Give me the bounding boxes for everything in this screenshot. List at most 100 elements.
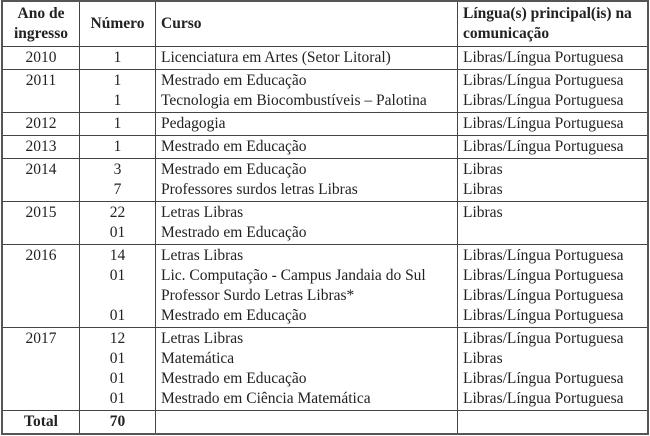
cell-curso: Letras Libras Lic. Computação - Campus Ja…	[155, 244, 458, 328]
cell-lingua: Libras/Língua Portuguesa Libras/Língua Po…	[457, 244, 649, 328]
cell-lingua: Libras/Língua Portuguesa Libras Libras/Lín…	[457, 327, 649, 411]
header-lingua: Língua(s) principal(is) na comunicação	[457, 0, 649, 47]
header-row: Ano de ingresso Número Curso Língua(s) p…	[1, 0, 649, 47]
curso-line: Letras Libras	[161, 204, 244, 221]
total-empty-lingua	[457, 410, 649, 435]
curso-line: Mestrado em Educação	[161, 307, 307, 324]
cell-ano: 2017	[1, 327, 80, 411]
numero-line: 1	[113, 72, 122, 89]
table-row: 2016 14 01 01 Letras Libras Lic. Computação -…	[1, 244, 649, 328]
curso-line: Licenciatura em Artes (Setor Litoral)	[161, 49, 391, 66]
cell-curso: Letras Libras Matemática Mestrado em Educa…	[155, 327, 458, 411]
cell-lingua: Libras/Língua Portuguesa	[457, 112, 649, 136]
total-row: Total 70	[1, 410, 649, 435]
cell-ano: 2014	[1, 158, 80, 202]
cell-lingua: Libras	[457, 201, 649, 245]
cell-numero: 14 01 01	[79, 244, 156, 328]
curso-line: Mestrado em Educação	[161, 370, 307, 387]
table-row: 2014 3 7 Mestrado em Educação Professores su…	[1, 158, 649, 202]
total-label: Total	[1, 410, 80, 435]
numero-line: 01	[109, 390, 126, 407]
numero-line: 1	[113, 138, 122, 155]
cell-ano: 2010	[1, 46, 80, 70]
curso-line: Professor Surdo Letras Libras*	[161, 287, 355, 304]
lingua-line: Libras/Língua Portuguesa	[463, 72, 624, 89]
numero-line: 1	[113, 49, 122, 66]
curso-line: Lic. Computação - Campus Jandaia do Sul	[161, 267, 426, 284]
header-numero: Número	[79, 0, 156, 47]
lingua-line: Libras	[463, 181, 503, 198]
lingua-line: Libras/Língua Portuguesa	[463, 92, 624, 109]
lingua-line: Libras	[463, 350, 503, 367]
curso-line: Letras Libras	[161, 247, 244, 264]
table-row: 2010 1 Licenciatura em Artes (Setor Litora…	[1, 46, 649, 70]
cell-numero: 1	[79, 112, 156, 136]
lingua-line: Libras/Língua Portuguesa	[463, 267, 624, 284]
curso-line: Pedagogia	[161, 115, 226, 132]
lingua-line	[463, 223, 642, 243]
curso-line: Mestrado em Educação	[161, 224, 307, 241]
lingua-line: Libras	[463, 161, 503, 178]
curso-line: Mestrado em Educação	[161, 138, 307, 155]
header-curso: Curso	[155, 0, 458, 47]
total-value: 70	[79, 410, 156, 435]
cell-curso: Pedagogia	[155, 112, 458, 136]
cell-curso: Mestrado em Educação Professores surdos l…	[155, 158, 458, 202]
table-body: 2010 1 Licenciatura em Artes (Setor Litora…	[1, 46, 649, 411]
table-row: 2013 1 Mestrado em Educação Libras/Língua P…	[1, 135, 649, 159]
numero-line: 14	[109, 247, 126, 264]
cell-numero: 22 01	[79, 201, 156, 245]
cell-numero: 12 01 01 01	[79, 327, 156, 411]
cell-lingua: Libras Libras	[457, 158, 649, 202]
lingua-line: Libras/Língua Portuguesa	[463, 49, 624, 66]
numero-line: 7	[113, 181, 122, 198]
lingua-line: Libras/Língua Portuguesa	[463, 330, 624, 347]
cell-lingua: Libras/Língua Portuguesa	[457, 135, 649, 159]
cell-curso: Licenciatura em Artes (Setor Litoral)	[155, 46, 458, 70]
lingua-line: Libras/Língua Portuguesa	[463, 370, 624, 387]
numero-line: 01	[109, 350, 126, 367]
cell-numero: 1	[79, 135, 156, 159]
cell-curso: Mestrado em Educação	[155, 135, 458, 159]
numero-line: 01	[109, 224, 126, 241]
cell-ano: 2012	[1, 112, 80, 136]
cell-lingua: Libras/Língua Portuguesa Libras/Língua Po…	[457, 69, 649, 113]
table-row: 2011 1 1 Mestrado em Educação Tecnologia em …	[1, 69, 649, 113]
numero-line: 01	[109, 267, 126, 284]
total-empty-curso	[155, 410, 458, 435]
cell-curso: Mestrado em Educação Tecnologia em Biocom…	[155, 69, 458, 113]
cell-curso: Letras Libras Mestrado em Educação	[155, 201, 458, 245]
numero-line: 22	[109, 204, 126, 221]
numero-line: 3	[113, 161, 122, 178]
numero-line: 12	[109, 330, 126, 347]
cell-ano: 2016	[1, 244, 80, 328]
lingua-line: Libras/Língua Portuguesa	[463, 390, 624, 407]
header-ano: Ano de ingresso	[1, 0, 80, 47]
lingua-line: Libras/Língua Portuguesa	[463, 115, 624, 132]
lingua-line: Libras/Língua Portuguesa	[463, 247, 624, 264]
lingua-line: Libras/Língua Portuguesa	[463, 287, 624, 304]
numero-line: 01	[109, 370, 126, 387]
cell-ano: 2015	[1, 201, 80, 245]
cell-ano: 2011	[1, 69, 80, 113]
curso-line: Matemática	[161, 350, 235, 367]
numero-line: 1	[113, 92, 122, 109]
cell-lingua: Libras/Língua Portuguesa	[457, 46, 649, 70]
lingua-line: Libras/Língua Portuguesa	[463, 307, 624, 324]
curso-line: Mestrado em Ciência Matemática	[161, 390, 371, 407]
table-row: 2012 1 Pedagogia Libras/Língua Portuguesa	[1, 112, 649, 136]
numero-line: 1	[113, 115, 122, 132]
lingua-line: Libras	[463, 204, 503, 221]
curso-line: Tecnologia em Biocombustíveis – Palotina	[161, 92, 427, 109]
numero-line: 01	[109, 307, 126, 324]
curso-line: Professores surdos letras Libras	[161, 181, 358, 198]
numero-line	[85, 286, 150, 306]
curso-line: Mestrado em Educação	[161, 72, 307, 89]
table-row: 2017 12 01 01 01 Letras Libras Matemática Mestr…	[1, 327, 649, 411]
table-row: 2015 22 01 Letras Libras Mestrado em Educaçã…	[1, 201, 649, 245]
lingua-line: Libras/Língua Portuguesa	[463, 138, 624, 155]
cell-numero: 1	[79, 46, 156, 70]
